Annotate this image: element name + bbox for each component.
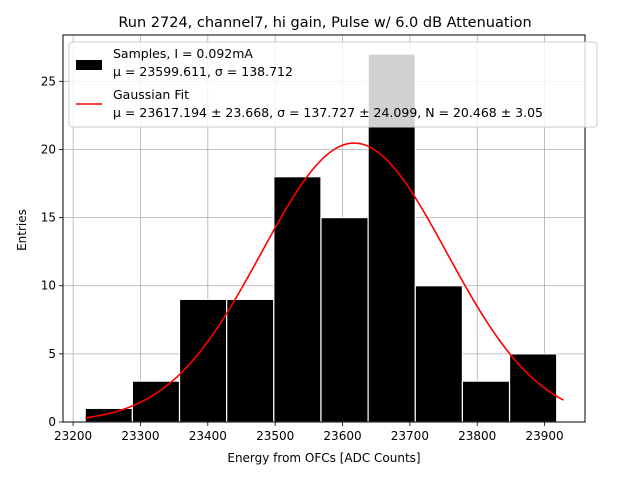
x-tick-label: 23800 [458, 429, 496, 443]
histogram-bar [226, 298, 275, 423]
x-tick-label: 23400 [189, 429, 227, 443]
x-tick-label: 23500 [256, 429, 294, 443]
legend-fit-label: Gaussian Fit [113, 87, 189, 102]
y-axis-label: Entries [15, 209, 29, 251]
gaussian-fit [85, 142, 564, 419]
histogram-bar [414, 285, 464, 423]
histogram-bar [320, 216, 369, 423]
histogram-bar [178, 298, 228, 423]
y-tick-label: 5 [48, 347, 56, 361]
histogram-bar [273, 176, 322, 423]
y-tick-label: 10 [41, 279, 56, 293]
x-tick-label: 23200 [54, 429, 92, 443]
histogram-bar [461, 380, 511, 423]
plot-frame [62, 34, 586, 423]
histogram-bar [131, 380, 181, 423]
histogram-bar [508, 353, 558, 423]
y-tick-label: 15 [41, 211, 56, 225]
legend-swatch-samples [76, 60, 102, 70]
histogram-bar [84, 407, 133, 423]
y-tick-label: 0 [48, 415, 56, 429]
chart-title: Run 2724, channel7, hi gain, Pulse w/ 6.… [118, 15, 531, 31]
x-tick-label: 23600 [323, 429, 361, 443]
x-tick-label: 23300 [121, 429, 159, 443]
legend: Samples, I = 0.092mA μ = 23599.611, σ = … [68, 41, 598, 128]
x-axis-label: Energy from OFCs [ADC Counts] [227, 451, 420, 465]
x-tick-label: 23900 [525, 429, 563, 443]
x-tick-label: 23700 [391, 429, 429, 443]
legend-samples-label: Samples, I = 0.092mA [113, 46, 253, 61]
y-tick-label: 25 [41, 74, 56, 88]
gaussian-fit-line [85, 142, 564, 419]
y-tick-label: 20 [41, 142, 56, 156]
legend-fit-stats: μ = 23617.194 ± 23.668, σ = 137.727 ± 24… [113, 105, 543, 120]
axis-ticks: 23200 23300 23400 23500 23600 23700 23800 23900… [41, 74, 564, 443]
legend-box [68, 41, 598, 128]
legend-samples-stats: μ = 23599.611, σ = 138.712 [113, 64, 293, 79]
